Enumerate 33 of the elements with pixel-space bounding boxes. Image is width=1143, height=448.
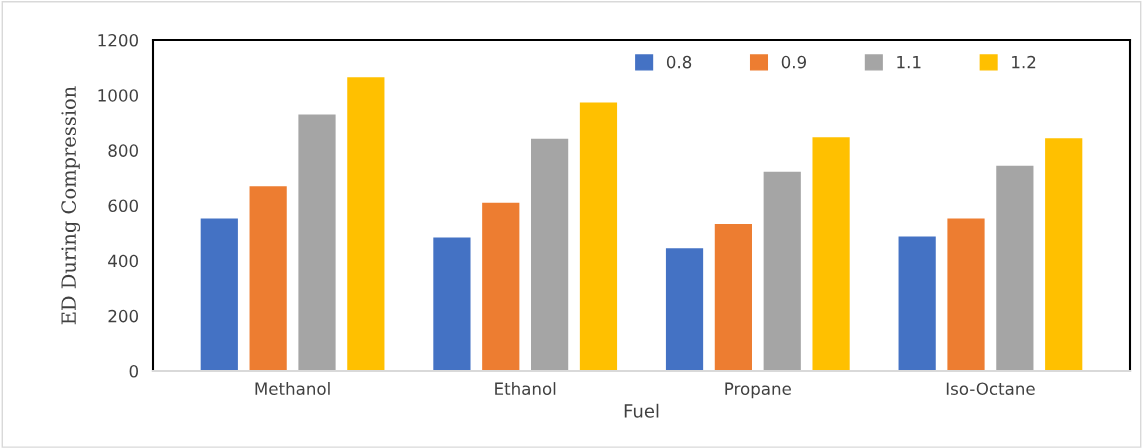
x-axis-title: Fuel xyxy=(624,403,659,418)
bar xyxy=(200,218,238,371)
legend-label: 1.2 xyxy=(1012,55,1036,69)
bar xyxy=(665,248,704,371)
y-tick-label: 600 xyxy=(108,199,138,213)
bar xyxy=(579,102,618,371)
legend-label: 1.1 xyxy=(897,56,921,69)
x-tick-label: Methanol xyxy=(255,382,330,396)
bar xyxy=(714,223,752,371)
bar xyxy=(482,202,520,371)
bar xyxy=(1045,138,1083,371)
y-tick-label: 200 xyxy=(108,309,138,323)
x-tick-label: Propane xyxy=(725,382,791,399)
bar xyxy=(298,114,336,371)
bar xyxy=(249,186,287,371)
bar xyxy=(996,165,1034,371)
legend-label: 0.9 xyxy=(781,55,806,69)
y-tick-label: 800 xyxy=(108,144,138,157)
legend-label: 0.8 xyxy=(666,55,692,69)
y-tick-label: 1200 xyxy=(98,33,138,47)
y-axis-title: ED During Compression xyxy=(61,86,81,325)
y-tick-label: 0 xyxy=(129,364,138,378)
x-tick-label: Iso-Octane xyxy=(946,382,1035,396)
bar xyxy=(812,137,850,371)
bar xyxy=(947,218,985,371)
bar xyxy=(763,171,801,371)
x-tick-label: Ethanol xyxy=(495,382,556,396)
bar xyxy=(347,77,385,371)
bar xyxy=(898,236,936,371)
bar xyxy=(433,237,471,371)
bar xyxy=(531,138,569,371)
y-tick-label: 1000 xyxy=(98,89,138,102)
y-tick-label: 400 xyxy=(108,254,138,268)
